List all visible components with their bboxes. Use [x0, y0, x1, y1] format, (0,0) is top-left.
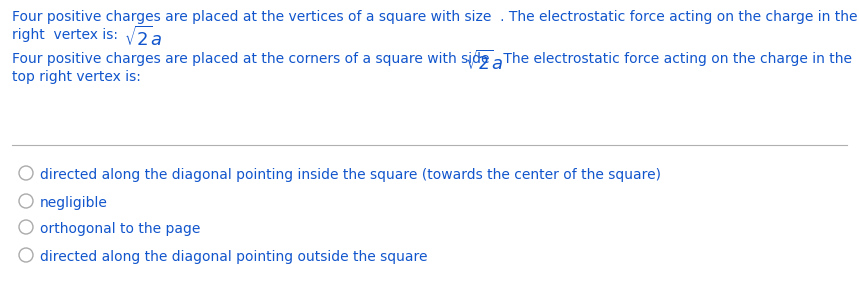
Text: directed along the diagonal pointing outside the square: directed along the diagonal pointing out… [40, 250, 428, 264]
Text: Four positive charges are placed at the vertices of a square with size  . The el: Four positive charges are placed at the … [12, 10, 859, 24]
Text: right  vertex is:: right vertex is: [12, 28, 122, 42]
Text: directed along the diagonal pointing inside the square (towards the center of th: directed along the diagonal pointing ins… [40, 168, 661, 182]
Text: $\sqrt{2}a$: $\sqrt{2}a$ [124, 26, 162, 50]
Text: top right vertex is:: top right vertex is: [12, 70, 141, 84]
Text: $\sqrt{2}a$: $\sqrt{2}a$ [465, 50, 503, 74]
Text: negligible: negligible [40, 196, 108, 210]
Text: The electrostatic force acting on the charge in the: The electrostatic force acting on the ch… [499, 52, 852, 66]
Text: orthogonal to the page: orthogonal to the page [40, 222, 200, 236]
Text: Four positive charges are placed at the corners of a square with side: Four positive charges are placed at the … [12, 52, 494, 66]
